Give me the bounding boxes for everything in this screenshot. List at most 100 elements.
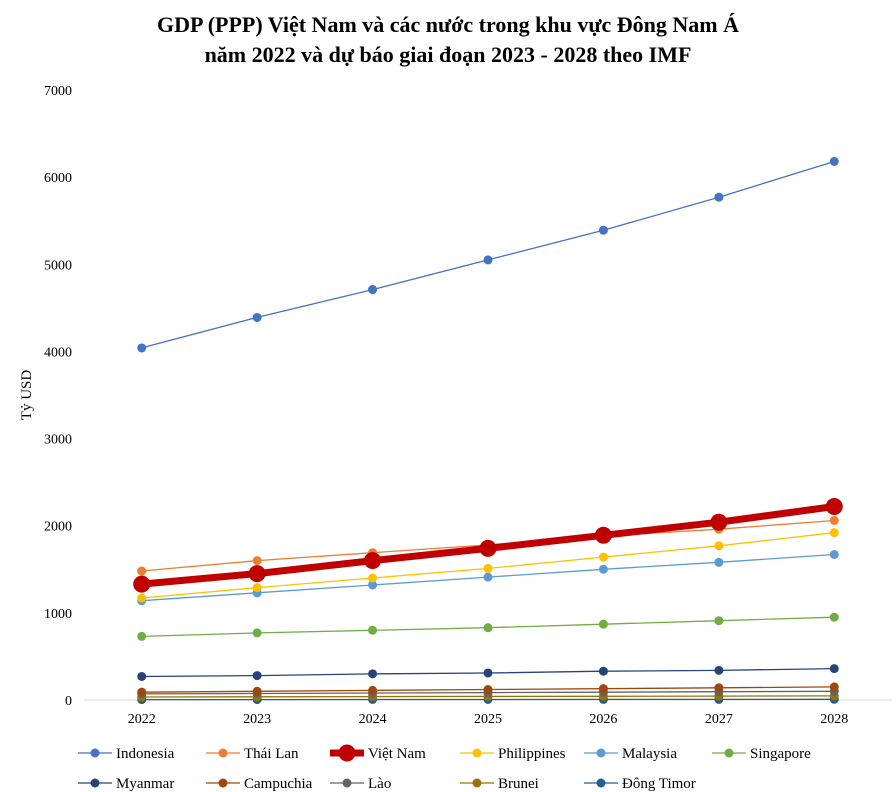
data-point (714, 192, 724, 202)
legend-item-brunei: Brunei (460, 776, 539, 792)
data-point (368, 573, 378, 583)
x-tick-label: 2022 (128, 712, 156, 727)
legend-marker (218, 748, 228, 758)
x-tick-label: 2026 (589, 712, 617, 727)
series-singapore (137, 612, 839, 641)
data-point (710, 513, 728, 531)
data-point (714, 665, 724, 675)
data-point (598, 666, 608, 676)
data-point (368, 580, 378, 590)
data-point (137, 671, 147, 681)
data-point (479, 539, 497, 557)
data-point (483, 623, 493, 633)
legend-marker (218, 778, 228, 788)
data-point (829, 528, 839, 538)
data-point (252, 671, 262, 681)
data-point (598, 225, 608, 235)
data-point (714, 616, 724, 626)
legend-label: Philippines (498, 746, 566, 762)
legend-marker (596, 748, 606, 758)
legend-item-myanmar: Myanmar (78, 776, 174, 792)
x-tick-label: 2024 (359, 712, 387, 727)
y-tick-label: 7000 (44, 84, 72, 99)
series-viet-nam (133, 498, 843, 593)
data-point (829, 664, 839, 674)
legend-label: Indonesia (116, 746, 175, 762)
data-point (714, 683, 724, 693)
data-point (364, 552, 382, 570)
y-tick-label: 1000 (44, 607, 72, 622)
legend-item-campuchia: Campuchia (206, 776, 313, 792)
legend-label: Brunei (498, 776, 539, 792)
y-tick-label: 5000 (44, 258, 72, 273)
legend-item-dong-timor: Đông Timor (584, 776, 696, 792)
legend-marker (342, 778, 352, 788)
data-point (137, 593, 147, 603)
data-point (248, 565, 266, 583)
data-point (483, 255, 493, 265)
x-tick-label: 2025 (474, 712, 502, 727)
data-point (714, 557, 724, 567)
legend-label: Singapore (750, 746, 811, 762)
data-point (137, 343, 147, 353)
y-tick-label: 0 (65, 694, 72, 709)
chart-title: GDP (PPP) Việt Nam và các nước trong khu… (0, 10, 896, 70)
data-point (714, 541, 724, 551)
chart-title-line2: năm 2022 và dự báo giai đoạn 2023 - 2028… (204, 42, 692, 67)
legend-marker (90, 748, 100, 758)
series-philippines (137, 528, 839, 603)
data-point (483, 563, 493, 573)
legend-label: Campuchia (244, 776, 313, 792)
legend-item-lao: Lào (330, 776, 391, 792)
legend-marker (596, 778, 606, 788)
y-tick-label: 3000 (44, 433, 72, 448)
legend-item-philippines: Philippines (460, 746, 566, 762)
data-point (829, 612, 839, 622)
legend-marker (338, 744, 356, 762)
data-point (368, 685, 378, 695)
legend-item-malaysia: Malaysia (584, 746, 677, 762)
legend-label: Lào (368, 776, 391, 792)
data-point (252, 686, 262, 696)
data-point (483, 668, 493, 678)
data-point (368, 285, 378, 295)
legend-marker (472, 748, 482, 758)
data-point (133, 575, 151, 593)
legend-marker (90, 778, 100, 788)
data-point (137, 566, 147, 576)
data-point (594, 526, 612, 544)
data-point (598, 684, 608, 694)
legend-label: Việt Nam (368, 746, 426, 762)
data-point (829, 156, 839, 166)
chart-title-line1: GDP (PPP) Việt Nam và các nước trong khu… (156, 12, 740, 37)
y-tick-label: 6000 (44, 171, 72, 186)
legend-item-viet-nam: Việt Nam (330, 744, 426, 762)
data-point (598, 564, 608, 574)
series-campuchia (137, 682, 839, 697)
data-point (829, 515, 839, 525)
data-point (829, 682, 839, 692)
data-point (598, 619, 608, 629)
y-tick-label: 2000 (44, 520, 72, 535)
legend-marker (724, 748, 734, 758)
data-point (829, 549, 839, 559)
legend-item-singapore: Singapore (712, 746, 811, 762)
x-tick-label: 2028 (820, 712, 848, 727)
legend-label: Malaysia (622, 746, 677, 762)
legend-item-thai-lan: Thái Lan (206, 746, 299, 762)
data-point (252, 583, 262, 593)
data-point (137, 631, 147, 641)
data-point (368, 625, 378, 635)
legend-label: Myanmar (116, 776, 174, 792)
series-indonesia (137, 156, 839, 353)
legend-marker (472, 778, 482, 788)
x-tick-label: 2027 (705, 712, 733, 727)
legend-item-indonesia: Indonesia (78, 746, 175, 762)
series-myanmar (137, 664, 839, 681)
data-point (137, 687, 147, 697)
data-point (483, 572, 493, 582)
y-tick-label: 4000 (44, 345, 72, 360)
data-point (598, 552, 608, 562)
